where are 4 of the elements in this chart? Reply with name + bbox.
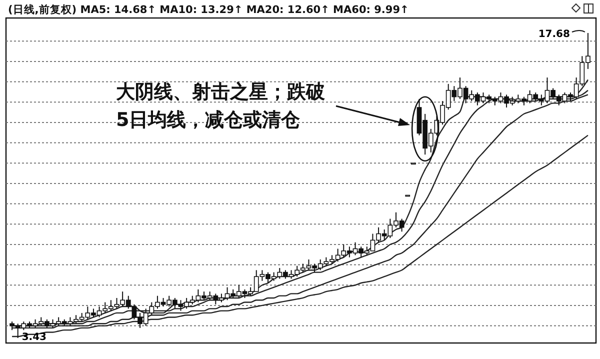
chart-title: (日线,前复权) MA5: 14.68↑ MA10: 13.29↑ MA20: 12.60↑ MA60: 9.99↑ xyxy=(8,3,409,16)
annotation: 大阴线、射击之星；跌破 5日均线，减仓或清仓 xyxy=(116,81,326,131)
annotation: 3.43 xyxy=(22,332,47,343)
annotation: 17.68 xyxy=(538,29,570,40)
